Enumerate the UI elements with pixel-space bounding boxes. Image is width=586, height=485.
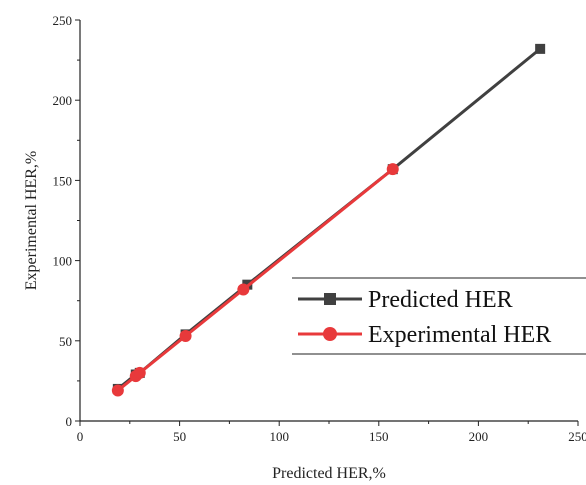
series-2: [111, 163, 399, 397]
y-tick-label: 150: [53, 173, 73, 188]
marker-circle: [386, 163, 399, 176]
y-tick-label: 50: [59, 334, 72, 349]
marker-square: [324, 293, 336, 305]
x-tick-label: 100: [269, 429, 289, 444]
legend-label: Experimental HER: [368, 322, 551, 348]
marker-circle: [179, 329, 192, 342]
x-tick-label: 250: [568, 429, 586, 444]
x-axis-ticks: 0 50 100 150 200 250: [77, 421, 586, 444]
marker-circle: [323, 327, 337, 341]
marker-circle: [237, 283, 250, 296]
legend-label: Predicted HER: [368, 287, 513, 313]
marker-circle: [133, 366, 146, 379]
marker-square: [535, 43, 546, 54]
x-tick-label: 200: [469, 429, 489, 444]
y-tick-label: 100: [53, 254, 73, 269]
x-tick-label: 0: [77, 429, 84, 444]
y-tick-label: 250: [53, 13, 73, 28]
y-axis-title: Experimental HER,%: [23, 151, 40, 291]
y-tick-label: 0: [66, 414, 73, 429]
series-line: [116, 168, 394, 392]
x-axis-title: Predicted HER,%: [272, 465, 386, 482]
y-tick-label: 200: [53, 93, 73, 108]
x-tick-label: 50: [173, 429, 186, 444]
series-layer: [111, 43, 546, 397]
x-tick-label: 150: [369, 429, 389, 444]
legend-item-2: Experimental HER: [298, 322, 551, 348]
y-axis-ticks: 0 50 100 150 200 250: [53, 13, 80, 429]
marker-circle: [111, 384, 124, 397]
legend-items: Predicted HER Experimental HER: [298, 287, 551, 348]
legend-item-1: Predicted HER: [298, 287, 513, 313]
plot-area: 0 50 100 150 200 250 0 50 100 150 200 250: [53, 13, 586, 444]
legend: Predicted HER Experimental HER: [292, 277, 586, 355]
